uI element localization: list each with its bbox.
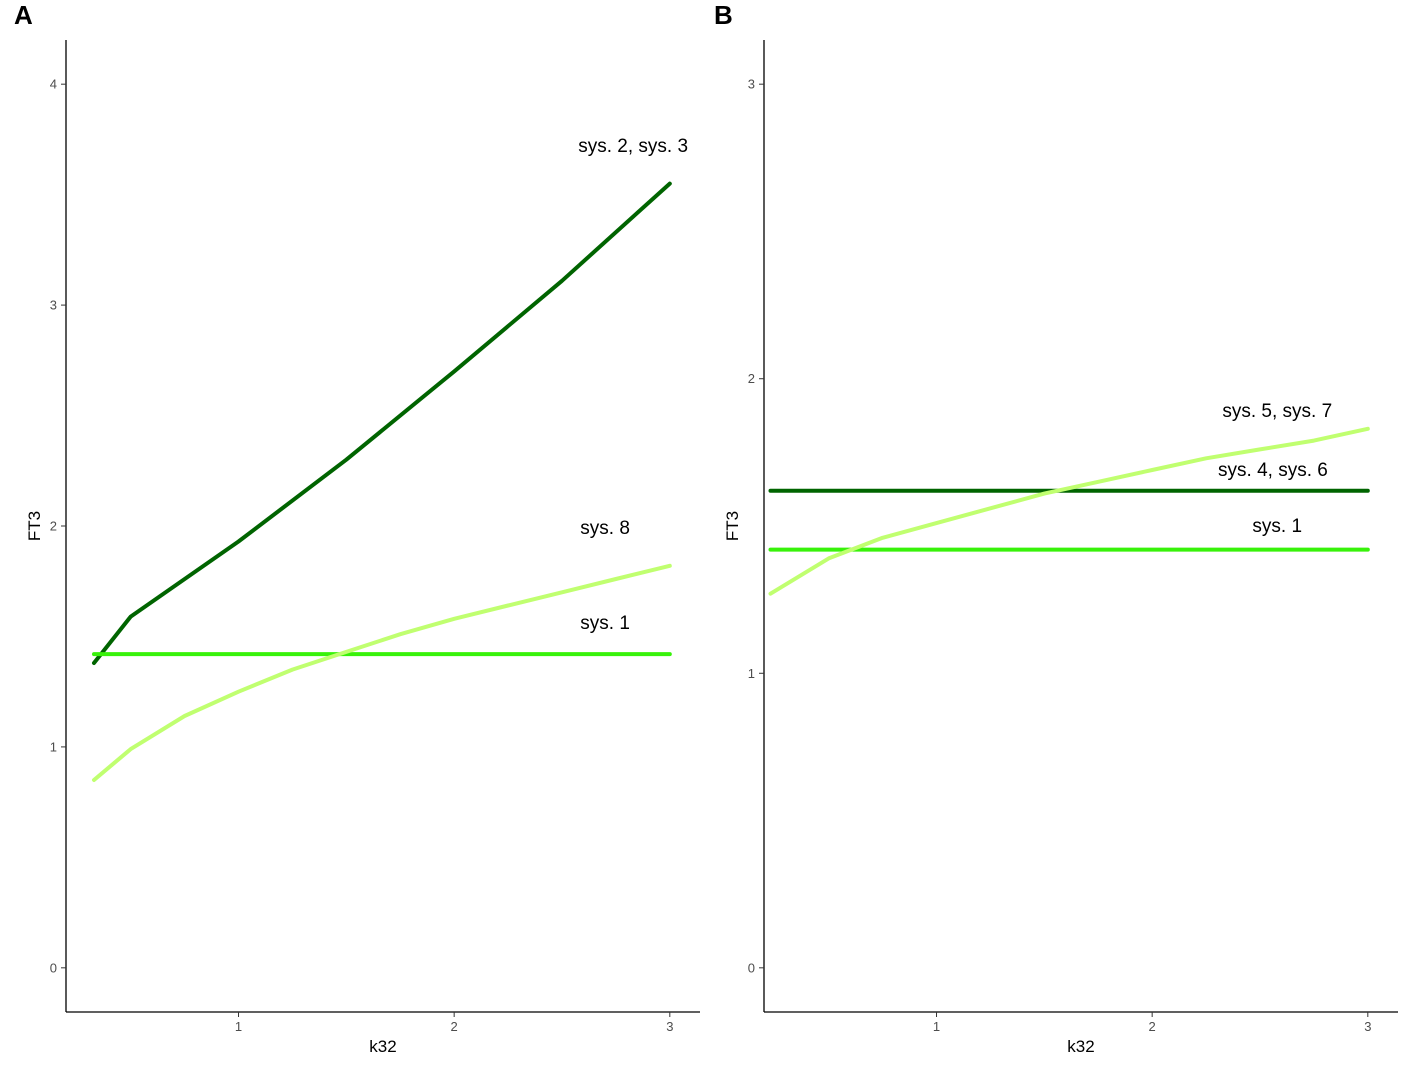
series-line-3 — [92, 563, 672, 782]
y-axis-title: FT3 — [25, 511, 44, 541]
y-tick-label: 1 — [748, 666, 755, 681]
y-tick-label: 3 — [748, 77, 755, 92]
panel-b-plot: 0 1 2 3 1 2 3 k32 FT3 sys. 5, sys. 7 sys. 4, sys. … — [723, 40, 1398, 1056]
series-annotation: sys. 1 — [580, 613, 630, 634]
x-axis-title: k32 — [369, 1037, 396, 1056]
panel-a-plot: 0 1 2 3 4 1 2 3 k32 FT3 sys. 2, sys. 3 sys. 8 sys. 1 — [25, 40, 700, 1056]
panel-a: A 0 1 2 3 4 1 2 3 k32 FT3 sys. 2, sys. 3 sys. 8 sys.… — [14, 0, 700, 1056]
panel-b: B 0 1 2 3 1 2 3 k32 FT3 sys. 5, sys. 7 sys. 4, sys… — [714, 0, 1398, 1056]
x-tick-label: 2 — [451, 1019, 458, 1034]
x-tick-label: 3 — [666, 1019, 673, 1034]
y-tick-label: 1 — [50, 739, 57, 754]
panel-a-label: A — [14, 0, 33, 30]
y-axis-title: FT3 — [723, 511, 742, 541]
x-tick-label: 3 — [1364, 1019, 1371, 1034]
series-annotation: sys. 1 — [1252, 516, 1302, 537]
y-tick-label: 2 — [50, 519, 57, 534]
panel-b-label: B — [714, 0, 733, 30]
y-tick-label: 4 — [50, 77, 57, 92]
series-annotation: sys. 2, sys. 3 — [578, 136, 688, 157]
x-tick-label: 1 — [933, 1019, 940, 1034]
x-tick-label: 2 — [1149, 1019, 1156, 1034]
x-axis-title: k32 — [1067, 1037, 1094, 1056]
series-annotation: sys. 4, sys. 6 — [1218, 460, 1328, 481]
y-tick-label: 2 — [748, 371, 755, 386]
series-annotation: sys. 5, sys. 7 — [1222, 401, 1332, 422]
series-line-3 — [768, 426, 1370, 596]
y-tick-label: 3 — [50, 298, 57, 313]
series-line-1 — [92, 181, 672, 665]
y-tick-label: 0 — [748, 960, 755, 975]
x-tick-label: 1 — [235, 1019, 242, 1034]
y-tick-label: 0 — [50, 960, 57, 975]
series-annotation: sys. 8 — [580, 518, 630, 539]
